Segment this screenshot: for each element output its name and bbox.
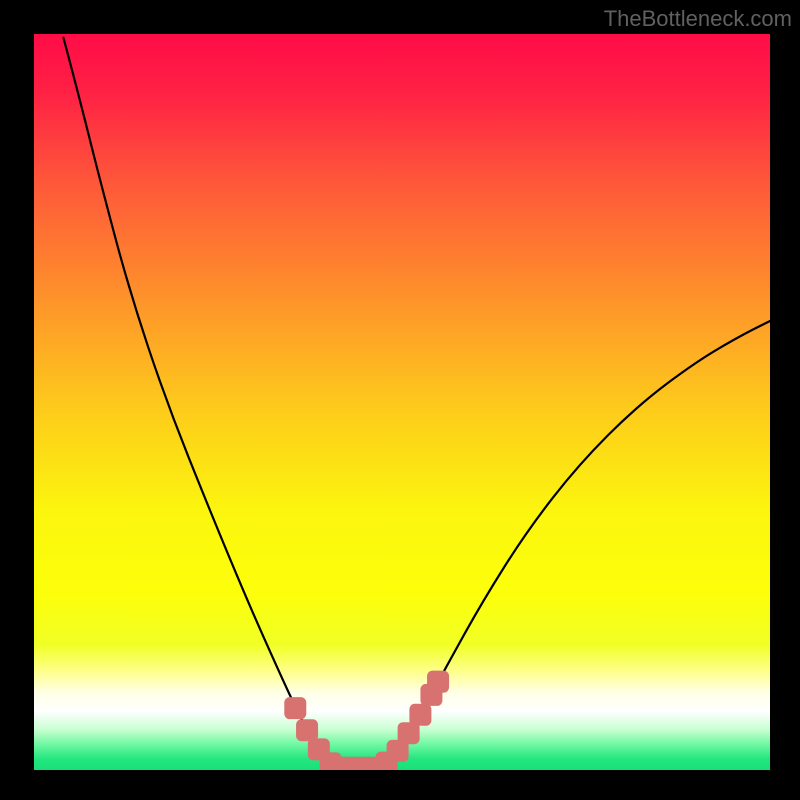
bottleneck-chart: [34, 34, 770, 770]
watermark-text: TheBottleneck.com: [604, 6, 792, 32]
marker-square: [427, 671, 449, 693]
gradient-background: [34, 34, 770, 770]
plot-area: [34, 34, 770, 770]
marker-square: [409, 704, 431, 726]
marker-square: [296, 719, 318, 741]
marker-square: [284, 697, 306, 719]
chart-container: TheBottleneck.com: [0, 0, 800, 800]
